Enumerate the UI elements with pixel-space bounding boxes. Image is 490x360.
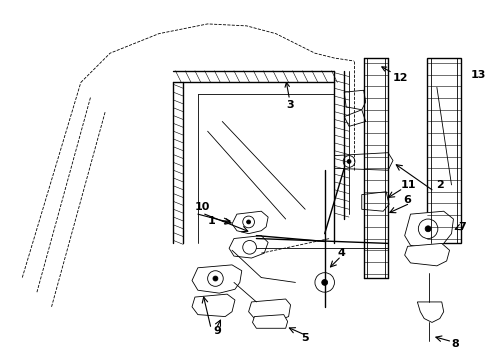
Circle shape bbox=[243, 216, 254, 228]
Circle shape bbox=[246, 220, 250, 224]
Text: 11: 11 bbox=[401, 180, 416, 190]
Polygon shape bbox=[362, 192, 389, 211]
Circle shape bbox=[208, 271, 223, 286]
Polygon shape bbox=[335, 153, 393, 170]
Text: 12: 12 bbox=[382, 67, 409, 82]
Polygon shape bbox=[248, 299, 291, 321]
Polygon shape bbox=[252, 315, 288, 328]
Text: 8: 8 bbox=[451, 339, 459, 349]
Polygon shape bbox=[344, 110, 366, 126]
Text: 13: 13 bbox=[471, 69, 487, 80]
Text: 9: 9 bbox=[214, 326, 221, 336]
Text: 10: 10 bbox=[195, 202, 210, 212]
Polygon shape bbox=[229, 235, 268, 258]
Text: 5: 5 bbox=[301, 333, 309, 343]
Circle shape bbox=[243, 240, 256, 254]
Text: 7: 7 bbox=[458, 222, 466, 232]
Polygon shape bbox=[427, 58, 461, 243]
Text: 4: 4 bbox=[337, 248, 345, 258]
Circle shape bbox=[418, 219, 438, 239]
Text: 1: 1 bbox=[208, 216, 216, 226]
Polygon shape bbox=[417, 302, 444, 323]
Circle shape bbox=[425, 226, 431, 232]
Polygon shape bbox=[405, 211, 453, 248]
Text: 3: 3 bbox=[285, 82, 294, 110]
Text: 2: 2 bbox=[436, 180, 443, 190]
Circle shape bbox=[347, 159, 351, 163]
Polygon shape bbox=[192, 294, 235, 316]
Polygon shape bbox=[232, 211, 268, 234]
Circle shape bbox=[315, 273, 335, 292]
Polygon shape bbox=[192, 265, 242, 293]
Polygon shape bbox=[344, 90, 366, 110]
Circle shape bbox=[213, 276, 218, 281]
Text: 6: 6 bbox=[404, 194, 412, 204]
Circle shape bbox=[343, 156, 355, 167]
Polygon shape bbox=[405, 243, 449, 266]
Circle shape bbox=[322, 279, 328, 285]
